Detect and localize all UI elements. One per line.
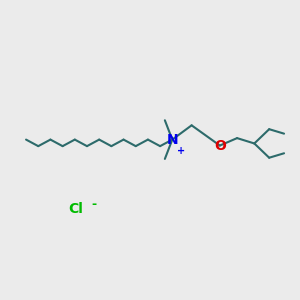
Text: N: N	[167, 133, 178, 147]
Text: O: O	[214, 139, 226, 152]
Text: -: -	[91, 199, 96, 212]
Text: +: +	[177, 146, 185, 156]
Text: Cl: Cl	[68, 202, 83, 216]
